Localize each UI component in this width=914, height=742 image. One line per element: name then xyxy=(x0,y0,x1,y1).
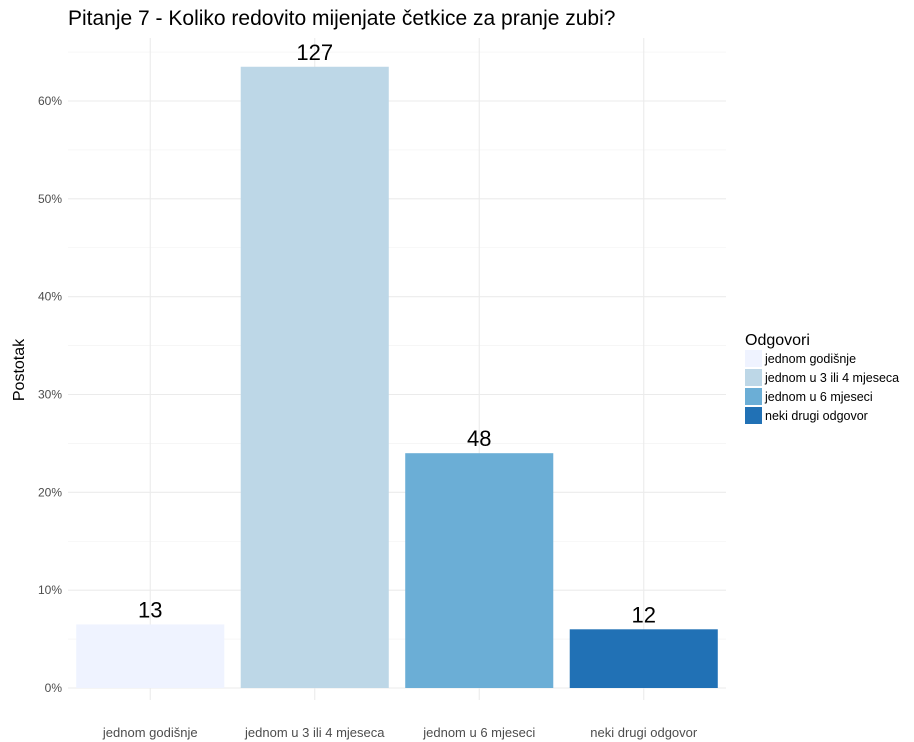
legend-swatch xyxy=(745,388,762,405)
legend-label: neki drugi odgovor xyxy=(765,409,868,423)
bar xyxy=(569,629,718,688)
chart-title: Pitanje 7 - Koliko redovito mijenjate če… xyxy=(68,7,615,30)
bar-value-label: 13 xyxy=(138,597,162,622)
y-tick-label: 30% xyxy=(38,388,62,402)
bar xyxy=(76,624,225,688)
legend-swatch xyxy=(745,350,762,367)
bar-value-label: 48 xyxy=(467,426,491,451)
y-tick-label: 40% xyxy=(38,290,62,304)
y-tick-label: 0% xyxy=(45,681,63,695)
x-tick-label: jednom u 3 ili 4 mjeseca xyxy=(244,725,385,740)
bar xyxy=(240,66,389,689)
bars xyxy=(76,66,718,689)
legend-label: jednom godišnje xyxy=(764,352,856,366)
y-tick-label: 10% xyxy=(38,583,62,597)
y-axis-ticks: 0% 10% 20% 30% 40% 50% 60% xyxy=(38,94,62,695)
legend-swatch xyxy=(745,407,762,424)
y-tick-label: 50% xyxy=(38,192,62,206)
legend-swatch xyxy=(745,369,762,386)
bar-value-label: 12 xyxy=(632,602,656,627)
x-axis-ticks: jednom godišnje jednom u 3 ili 4 mjeseca j… xyxy=(102,725,698,740)
y-tick-label: 60% xyxy=(38,94,62,108)
legend-label: jednom u 3 ili 4 mjeseca xyxy=(764,371,899,385)
legend: Odgovori jednom godišnje jednom u 3 ili 4… xyxy=(745,332,899,424)
bar xyxy=(405,453,554,688)
x-tick-label: jednom u 6 mjeseci xyxy=(422,725,535,740)
legend-title: Odgovori xyxy=(745,332,810,349)
y-axis-label: Postotak xyxy=(11,338,28,401)
bar-value-label: 127 xyxy=(296,40,333,65)
y-tick-label: 20% xyxy=(38,485,62,499)
bar-labels: 13 127 48 12 xyxy=(138,40,656,628)
legend-label: jednom u 6 mjeseci xyxy=(764,390,873,404)
gridlines xyxy=(68,38,726,700)
x-tick-label: jednom godišnje xyxy=(102,725,198,740)
x-tick-label: neki drugi odgovor xyxy=(590,725,698,740)
